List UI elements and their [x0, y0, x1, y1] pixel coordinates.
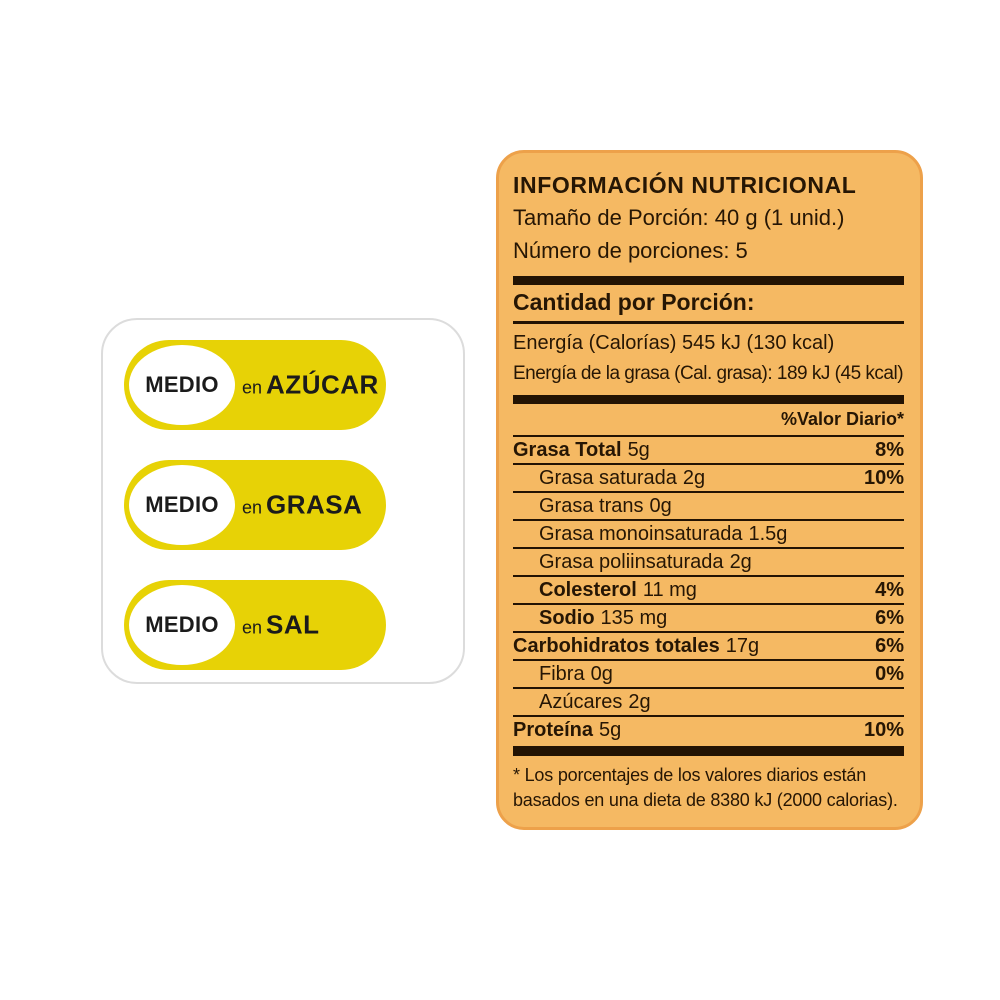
nutrient-daily-pct: 0% [875, 662, 904, 685]
nutrient-daily-pct: 6% [875, 606, 904, 629]
claim-nutrient-text: GRASA [266, 489, 363, 520]
claim-level-oval: MEDIO [129, 345, 235, 425]
nutrient-rows: Grasa Total 5g 8% Grasa saturada 2g 10% … [513, 437, 904, 743]
claim-level-text: MEDIO [145, 372, 219, 397]
nutrient-daily-pct: 6% [875, 634, 904, 657]
nutrient-row: Carbohidratos totales 17g 6% [513, 633, 904, 661]
nutrition-label-title: INFORMACIÓN NUTRICIONAL [513, 172, 857, 198]
nutrient-row: Grasa saturada 2g 10% [513, 465, 904, 493]
nutrient-amount: 1.5g [748, 522, 788, 545]
nutrient-name: Grasa poliinsaturada [539, 550, 724, 573]
energy-fat-row: Energía de la grasa (Cal. grasa): 189 kJ… [513, 363, 904, 384]
nutrient-row: Grasa trans 0g [513, 493, 904, 521]
nutrient-name: Fibra [539, 662, 585, 685]
nutrient-amount: 2g [729, 550, 752, 573]
nutrient-name: Grasa Total [513, 438, 622, 461]
nutrient-amount: 5g [599, 718, 622, 741]
claim-level-oval: MEDIO [129, 465, 235, 545]
thick-separator-bar [513, 746, 904, 756]
claim-badge: MEDIO en SAL [124, 580, 386, 670]
nutrient-daily-pct: 10% [863, 466, 904, 489]
claim-level-text: MEDIO [145, 492, 219, 517]
nutrient-amount: 135 mg [600, 606, 668, 629]
nutrient-amount: 2g [682, 466, 706, 489]
energy-row: Energía (Calorías) 545 kJ (130 kcal) [513, 332, 835, 354]
nutrient-amount: 5g [627, 438, 650, 461]
claim-level-oval: MEDIO [129, 585, 235, 665]
nutrient-row: Sodio 135 mg 6% [513, 605, 904, 633]
nutrient-name: Proteína [513, 718, 594, 741]
nutrient-amount: 0g [590, 662, 613, 685]
nutrient-row: Grasa poliinsaturada 2g [513, 549, 904, 577]
nutrition-label: INFORMACIÓN NUTRICIONAL Tamaño de Porció… [496, 150, 923, 830]
claim-badge: MEDIO en AZÚCAR [124, 340, 386, 430]
nutrient-name: Grasa trans [539, 494, 644, 517]
nutrient-row: Fibra 0g 0% [513, 661, 904, 689]
claim-prefix-text: en [242, 497, 263, 518]
claim-badge: MEDIO en GRASA [124, 460, 386, 550]
nutrient-daily-pct: 10% [863, 718, 904, 741]
amount-per-serving-header: Cantidad por Porción: [513, 285, 904, 324]
nutrient-amount: 2g [628, 690, 651, 713]
servings-count-text: Número de porciones: 5 [513, 238, 748, 263]
nutrient-name: Azúcares [539, 690, 623, 713]
nutrient-name: Carbohidratos totales [513, 634, 720, 657]
daily-value-header: %Valor Diario* [513, 404, 904, 437]
nutrient-row: Grasa Total 5g 8% [513, 437, 904, 465]
nutrient-name: Colesterol [539, 578, 637, 601]
claim-nutrient-text: SAL [266, 609, 320, 640]
nutrient-amount: 11 mg [642, 578, 697, 601]
nutrient-daily-pct: 4% [875, 578, 904, 601]
claim-nutrient-text: AZÚCAR [266, 369, 379, 400]
claim-prefix-text: en [242, 377, 263, 398]
nutrient-row: Azúcares 2g [513, 689, 904, 717]
thick-separator-bar [513, 276, 904, 285]
nutrient-name: Grasa saturada [539, 466, 677, 489]
nutrient-row: Grasa monoinsaturada 1.5g [513, 521, 904, 549]
nutrient-row: Proteína 5g 10% [513, 717, 904, 743]
nutrient-daily-pct: 8% [875, 438, 904, 461]
daily-value-footnote: * Los porcentajes de los valores diarios… [513, 765, 898, 810]
thick-separator-bar [513, 395, 904, 404]
nutrient-name: Sodio [539, 606, 595, 629]
nutrient-name: Grasa monoinsaturada [539, 522, 743, 545]
claims-card: MEDIO en AZÚCAR MEDIO en GRASA MEDIO en … [101, 318, 465, 684]
nutrient-amount: 0g [649, 494, 672, 517]
nutrient-row: Colesterol 11 mg 4% [513, 577, 904, 605]
nutrient-amount: 17g [725, 634, 760, 657]
claim-prefix-text: en [242, 617, 263, 638]
serving-size-text: Tamaño de Porción: 40 g (1 unid.) [513, 205, 845, 230]
claim-level-text: MEDIO [145, 612, 219, 637]
